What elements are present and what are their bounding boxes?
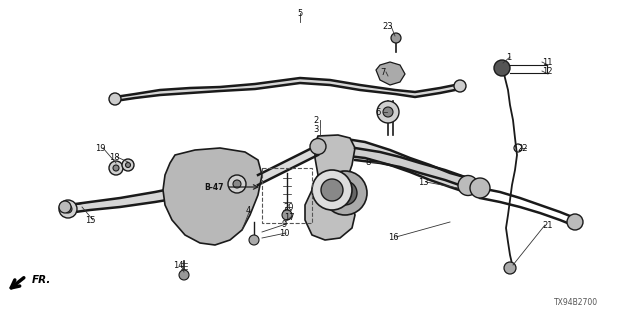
Circle shape (377, 101, 399, 123)
Polygon shape (163, 148, 262, 245)
Circle shape (312, 170, 352, 210)
Text: 5: 5 (298, 9, 303, 18)
Circle shape (310, 139, 326, 155)
Text: FR.: FR. (32, 275, 51, 285)
Circle shape (567, 214, 583, 230)
Circle shape (494, 60, 510, 76)
Text: 16: 16 (388, 233, 398, 242)
Text: 13: 13 (418, 178, 428, 187)
Circle shape (333, 181, 357, 205)
Circle shape (383, 107, 393, 117)
Circle shape (64, 205, 72, 213)
Text: 8: 8 (365, 157, 371, 166)
Circle shape (109, 93, 121, 105)
Text: 15: 15 (84, 215, 95, 225)
Text: 21: 21 (543, 220, 553, 229)
Circle shape (282, 210, 292, 220)
Circle shape (454, 80, 466, 92)
Circle shape (504, 262, 516, 274)
Text: 23: 23 (383, 21, 394, 30)
Circle shape (125, 163, 131, 167)
Bar (262, 168, 312, 223)
Text: 17: 17 (284, 212, 294, 221)
Text: 6: 6 (375, 108, 381, 116)
Circle shape (113, 165, 119, 171)
Text: 20: 20 (284, 203, 294, 212)
Circle shape (59, 201, 71, 213)
Circle shape (233, 180, 241, 188)
Text: 12: 12 (541, 67, 552, 76)
Circle shape (321, 179, 343, 201)
Polygon shape (376, 62, 405, 85)
Text: 7: 7 (380, 68, 386, 76)
Text: B-47: B-47 (205, 182, 224, 191)
Circle shape (249, 235, 259, 245)
Circle shape (59, 200, 77, 218)
Circle shape (323, 171, 367, 215)
Text: 1: 1 (506, 52, 511, 61)
Circle shape (122, 159, 134, 171)
Circle shape (391, 33, 401, 43)
Text: TX94B2700: TX94B2700 (554, 298, 598, 307)
Text: 9: 9 (282, 220, 287, 228)
Text: 4: 4 (245, 205, 251, 214)
Text: 18: 18 (109, 153, 119, 162)
Text: 14: 14 (173, 260, 183, 269)
Circle shape (179, 270, 189, 280)
Text: 2: 2 (314, 116, 319, 124)
Polygon shape (305, 135, 355, 240)
Circle shape (458, 175, 478, 196)
Text: 19: 19 (95, 143, 105, 153)
Circle shape (470, 178, 490, 198)
Text: 22: 22 (518, 143, 528, 153)
Circle shape (228, 175, 246, 193)
Text: 3: 3 (314, 124, 319, 133)
Circle shape (109, 161, 123, 175)
Text: 10: 10 (279, 228, 289, 237)
Text: 11: 11 (541, 58, 552, 67)
